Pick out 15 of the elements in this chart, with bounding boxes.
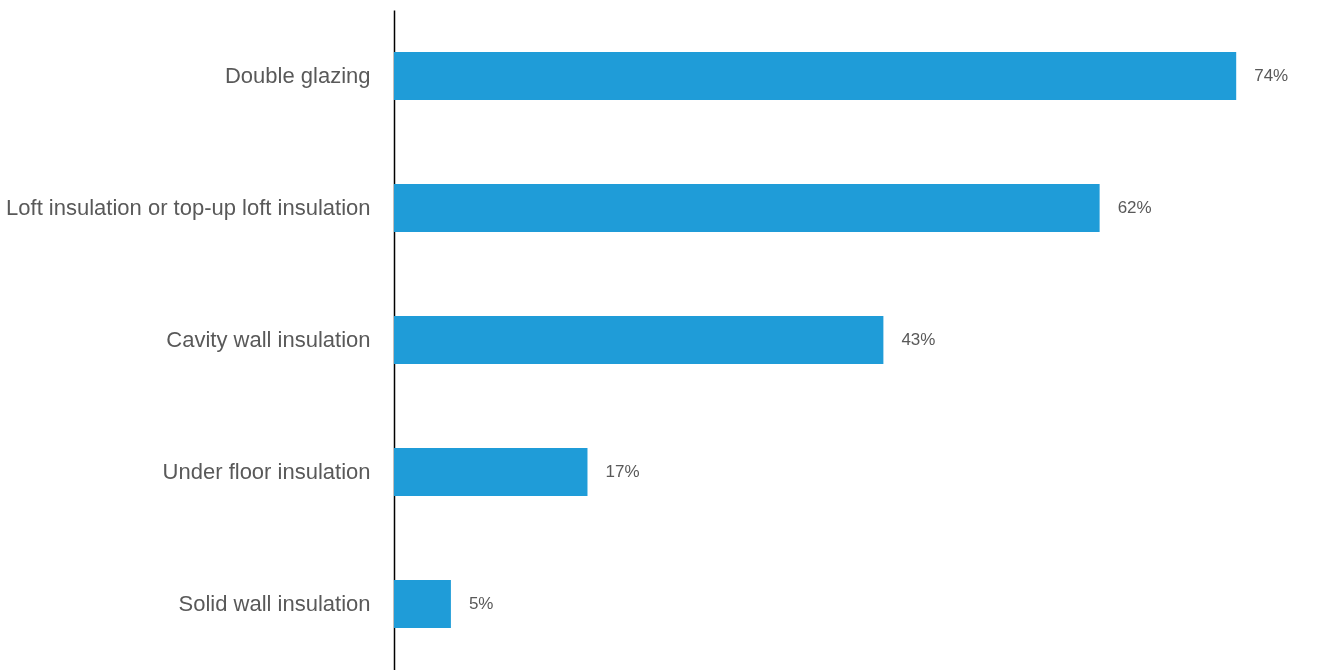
y-tick-label: Under floor insulation <box>162 459 371 484</box>
data-label: 5% <box>468 594 494 613</box>
y-tick-label: Loft insulation or top-up loft insulation <box>6 195 371 220</box>
data-label: 17% <box>605 462 640 481</box>
y-tick-label: Cavity wall insulation <box>166 327 371 352</box>
data-label: 74% <box>1254 66 1289 85</box>
y-tick-label: Double glazing <box>224 63 371 88</box>
bar <box>394 316 884 364</box>
bar <box>394 52 1237 100</box>
data-label: 62% <box>1117 198 1152 217</box>
data-label: 43% <box>901 330 936 349</box>
bar <box>394 184 1100 232</box>
bar <box>394 580 451 628</box>
y-tick-label: Solid wall insulation <box>178 591 371 616</box>
bar <box>394 448 588 496</box>
